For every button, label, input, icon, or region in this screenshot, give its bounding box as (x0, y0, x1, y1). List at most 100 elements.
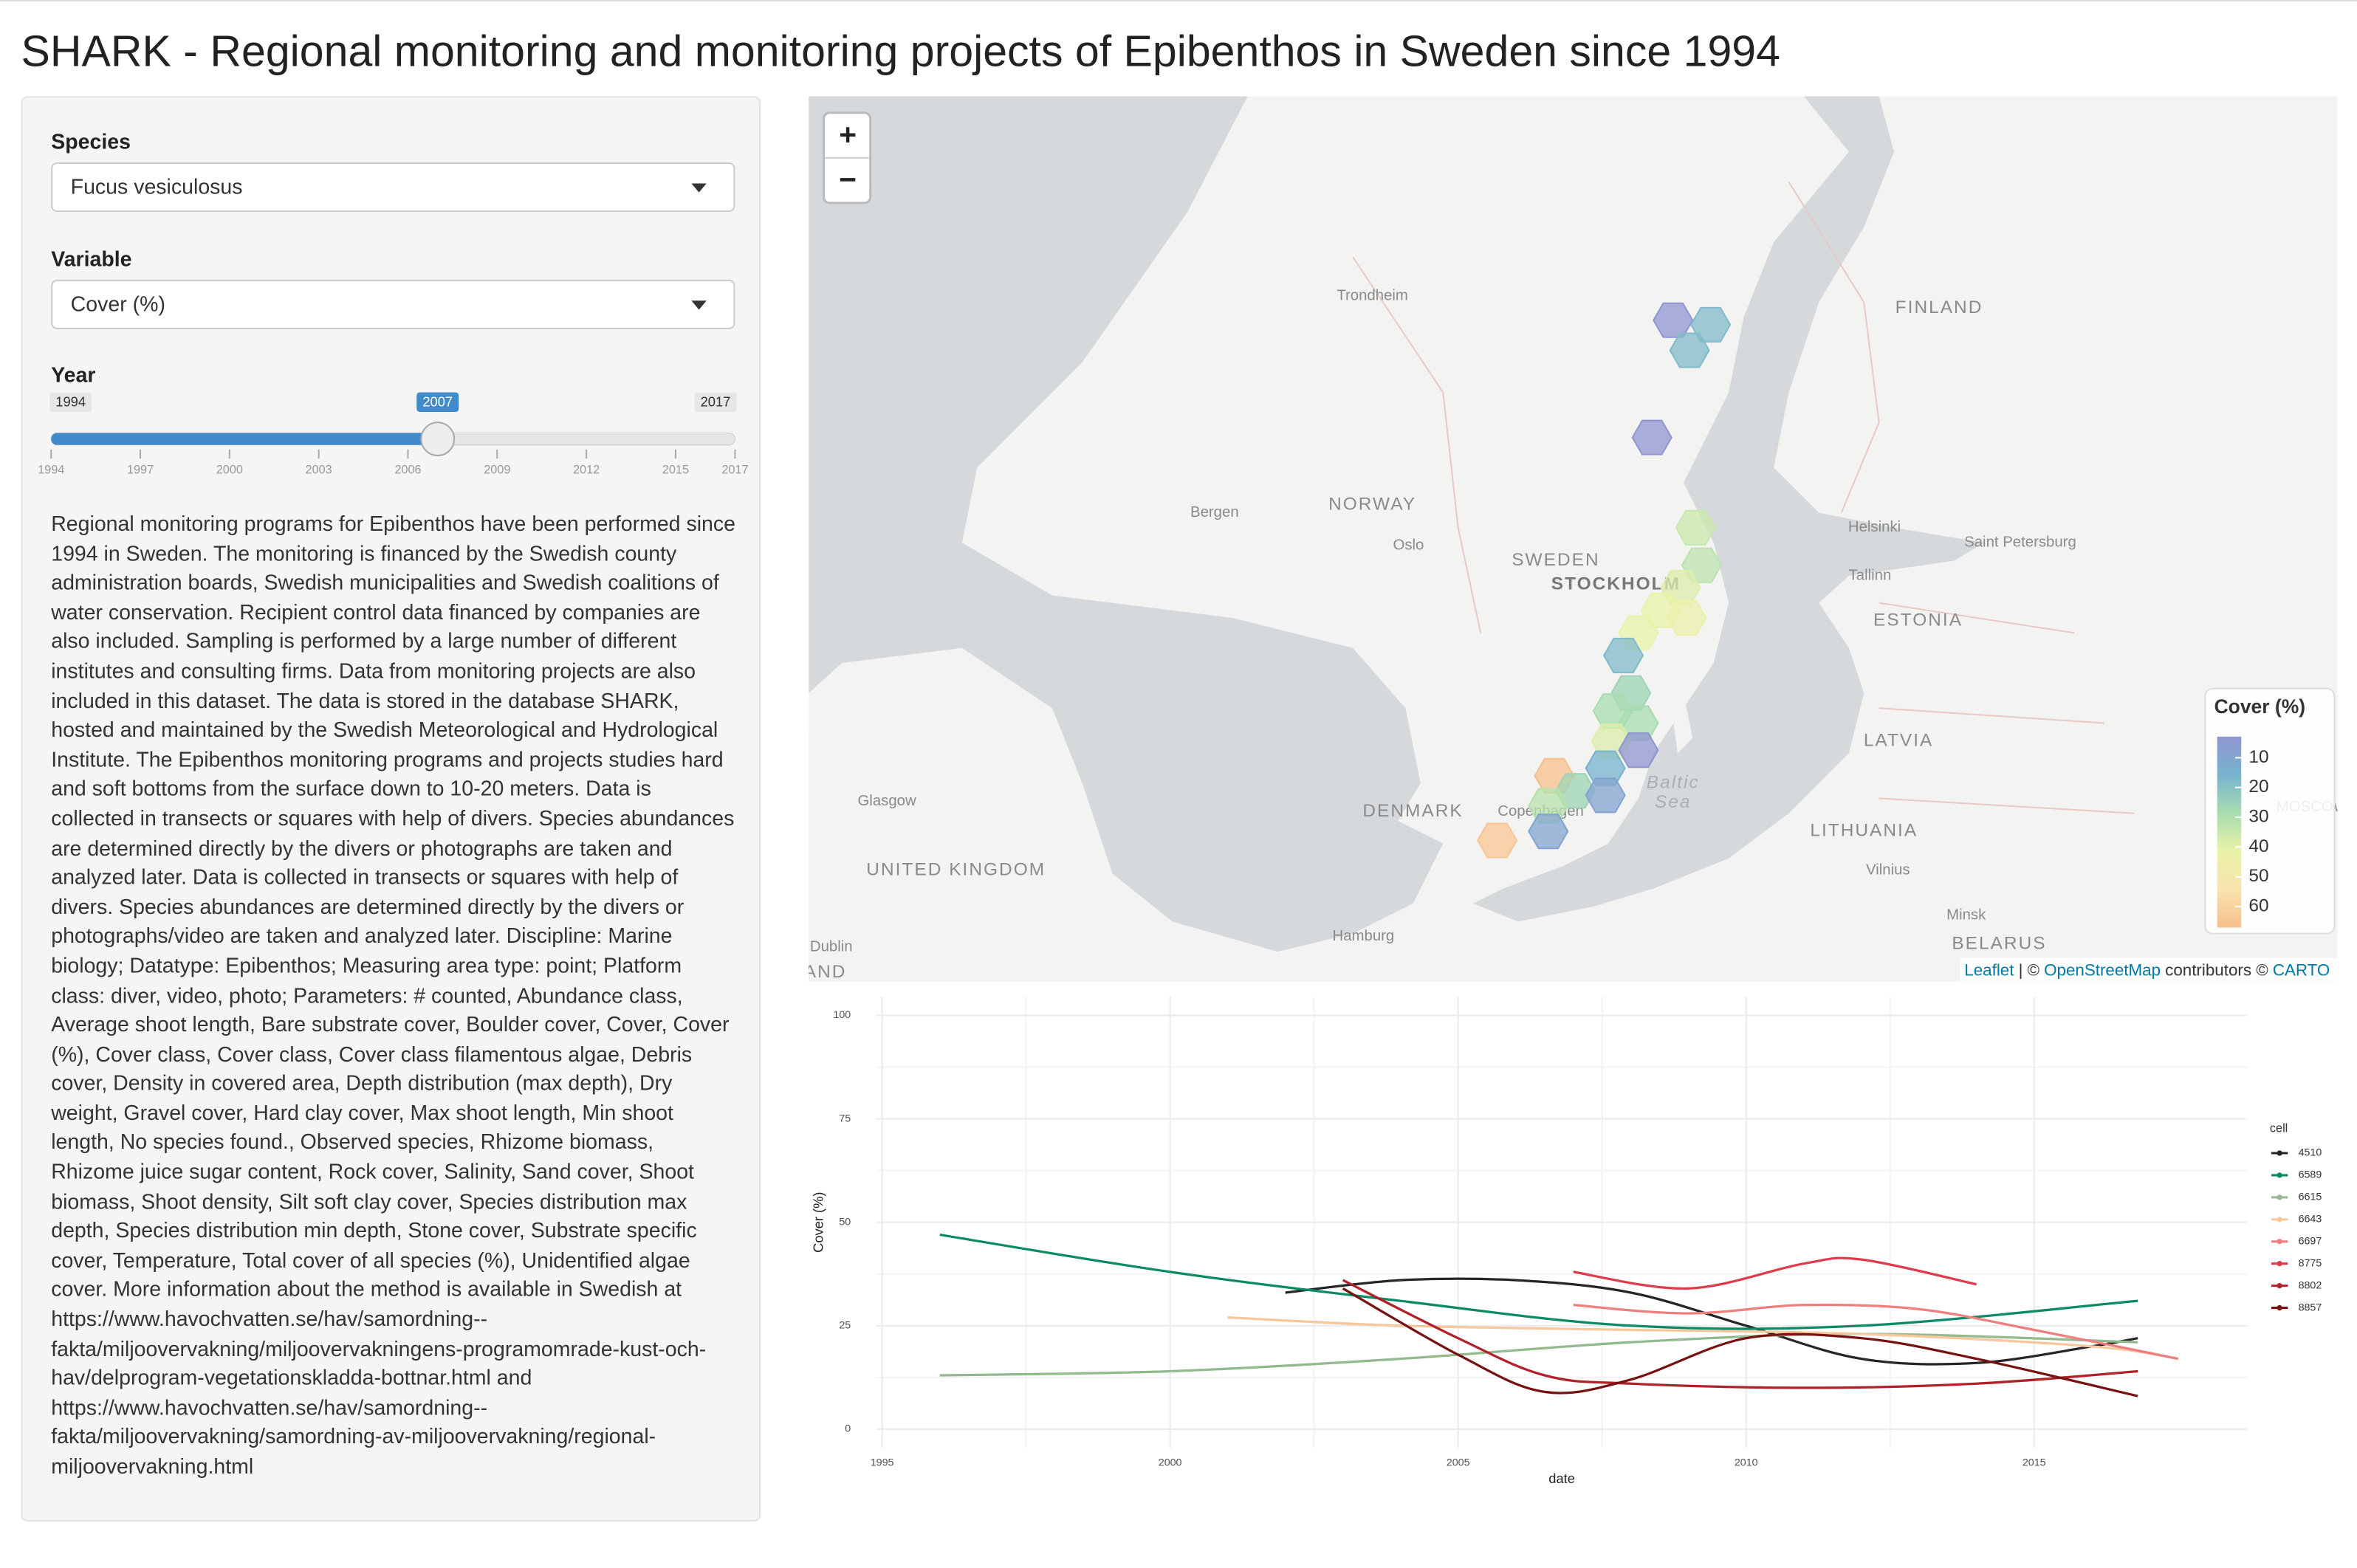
legend-label: 4510 (2299, 1147, 2322, 1159)
series-line (1342, 1279, 2138, 1389)
legend-key-dot (2277, 1150, 2282, 1156)
legend-key-dot (2277, 1239, 2282, 1245)
hex-cell[interactable] (1476, 822, 1518, 859)
page-title: SHARK - Regional monitoring and monitori… (21, 28, 1780, 77)
city-label: Dublin (810, 938, 853, 955)
legend-tick-label: 50 (2248, 866, 2268, 886)
series-line (1285, 1277, 2138, 1366)
x-tick-label: 2015 (2023, 1457, 2046, 1468)
zoom-out-button[interactable]: − (839, 162, 857, 196)
legend-title: Cover (%) (2214, 695, 2305, 718)
hex-cell[interactable] (1666, 599, 1707, 636)
hex-cell[interactable] (1618, 732, 1659, 768)
y-axis-title: Cover (%) (810, 1192, 826, 1252)
attribution-link[interactable]: OpenStreetMap (2044, 960, 2161, 979)
slider-tick-label: 2003 (306, 464, 332, 477)
x-tick-label: 2005 (1447, 1457, 1470, 1468)
slider-value-label: 2007 (422, 394, 453, 410)
slider-value-bg (416, 392, 459, 413)
legend-label: 6643 (2299, 1214, 2322, 1225)
attribution: Leaflet | © OpenStreetMap contributors © CART… (1964, 960, 2330, 979)
slider-tick-label: 2006 (394, 464, 421, 477)
legend-label: 8802 (2299, 1279, 2322, 1291)
hex-cell[interactable] (1585, 777, 1626, 814)
city-label: Bergen (1190, 504, 1239, 520)
sea (809, 96, 1444, 952)
country-label: BELARUS (1952, 933, 2046, 953)
hex-cell[interactable] (1689, 306, 1732, 343)
series-line (939, 1333, 2138, 1377)
country-label: LITHUANIA (1810, 821, 1918, 841)
y-tick-label: 50 (839, 1216, 851, 1228)
species-label: Species (51, 129, 131, 154)
slider-value-bg (49, 392, 92, 413)
country-label: NORWAY (1328, 495, 1416, 515)
legend-key-dot (2277, 1194, 2282, 1200)
attribution-text: | (2019, 960, 2023, 979)
description: Regional monitoring programs for Epibent… (51, 511, 735, 1478)
country-label: ESTONIA (1873, 611, 1963, 630)
borders (1352, 181, 2135, 814)
attribution-text: © (2027, 960, 2039, 979)
legend-key-dot (2277, 1172, 2282, 1178)
slider-handle[interactable] (420, 422, 456, 457)
slider-tick-label: 2009 (484, 464, 510, 477)
year-label: Year (51, 362, 96, 387)
legend-title: cell (2270, 1122, 2288, 1135)
uk-land (809, 678, 1083, 982)
x-tick-label: 2000 (1159, 1457, 1182, 1468)
legend-label: 6615 (2299, 1192, 2322, 1203)
country-label: FINLAND (1895, 298, 1983, 317)
attribution-link[interactable]: Leaflet (1964, 960, 2014, 979)
gotland (1671, 692, 1693, 754)
hex-cell[interactable] (1669, 332, 1710, 368)
slider-tick-label: 2012 (573, 464, 600, 477)
country-label: STOCKHOLM (1551, 574, 1681, 594)
x-tick-label: 2010 (1735, 1457, 1758, 1468)
legend-label: 8857 (2299, 1301, 2322, 1313)
hex-cell[interactable] (1602, 637, 1644, 673)
zoom-in-button[interactable]: + (839, 117, 857, 151)
legend-label: 8775 (2299, 1257, 2322, 1269)
series-line (939, 1233, 2138, 1330)
hex-cell[interactable] (1675, 509, 1716, 546)
slider-value-label: 1994 (55, 394, 86, 410)
baltic-sea (1472, 96, 1985, 922)
slider-value-bg (694, 392, 737, 413)
legend-tick-label: 40 (2248, 836, 2268, 856)
city-label: Vilnius (1866, 862, 1910, 878)
legend-colorbar (2217, 736, 2242, 928)
city-label: Helsinki (1848, 519, 1901, 535)
legend-tick-label: 20 (2248, 777, 2268, 797)
hex-cell[interactable] (1528, 814, 1569, 850)
map[interactable]: Trondheim FINLAND NORWAY Bergen Oslo SWEDEN ST… (809, 96, 2338, 982)
series-line (1573, 1303, 2179, 1361)
hex-cell[interactable] (1631, 419, 1672, 455)
city-label: Oslo (1393, 537, 1424, 554)
attribution-text: contributors © (2165, 960, 2268, 979)
slider-tick-label: 2017 (721, 464, 748, 477)
legend-key-dot (2277, 1304, 2282, 1311)
species-select[interactable]: Fucus vesiculosus (51, 162, 735, 213)
legend-key-dot (2277, 1261, 2282, 1267)
chart: 1995 2000 2005 2010 2015 0 25 50 75 100 date Cover … (810, 997, 2322, 1486)
legend-tick-label: 10 (2248, 747, 2268, 767)
country-label: AND (809, 962, 846, 982)
slider-tick-label: 1994 (38, 464, 64, 477)
attribution-link[interactable]: CARTO (2273, 960, 2330, 979)
x-axis-title: date (1548, 1471, 1575, 1486)
country-label: SWEDEN (1512, 550, 1599, 570)
variable-select[interactable]: Cover (%) (51, 279, 735, 329)
y-tick-label: 75 (839, 1113, 851, 1124)
y-tick-label: 0 (845, 1423, 851, 1435)
country-label: DENMARK (1362, 801, 1463, 821)
legend-tick-label: 30 (2248, 806, 2268, 826)
attribution-bg (1960, 957, 2338, 982)
series-line (1342, 1287, 2138, 1397)
city-label: Hamburg (1333, 928, 1395, 944)
y-tick-label: 100 (833, 1009, 851, 1021)
x-tick-label: 1995 (871, 1457, 894, 1468)
y-tick-label: 25 (839, 1320, 851, 1332)
